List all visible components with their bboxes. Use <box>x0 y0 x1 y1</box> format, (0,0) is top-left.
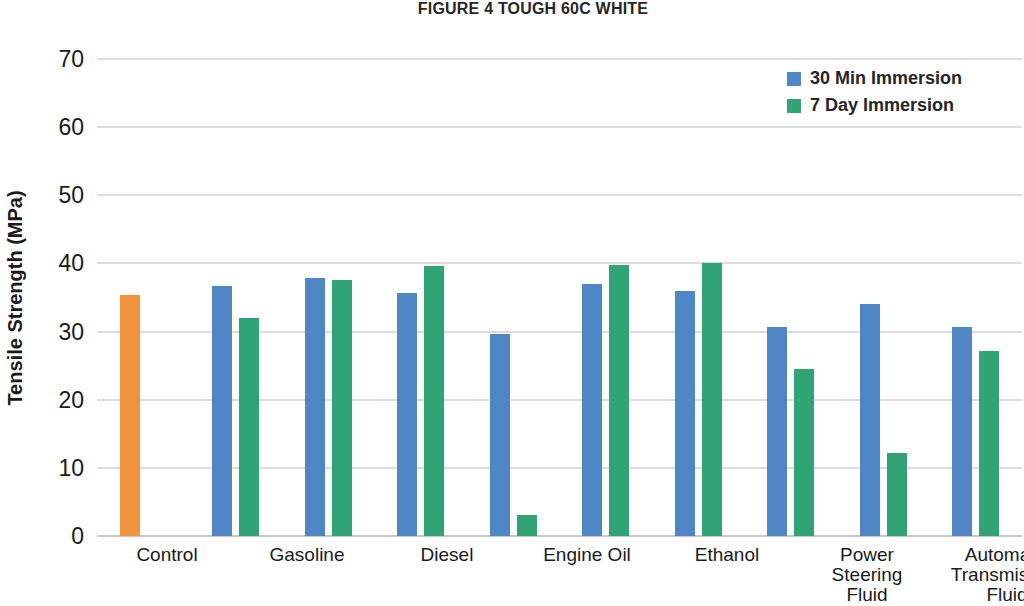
y-tick-label-40: 40 <box>58 250 84 277</box>
x-label-engine-oil: Engine Oil <box>517 545 657 565</box>
chart-title: FIGURE 4 TOUGH 60C WHITE <box>0 0 1024 18</box>
category-slot-diesel <box>282 59 375 536</box>
x-label-slot-gasoline: Gasoline <box>237 545 377 605</box>
chart-page: FIGURE 4 TOUGH 60C WHITE Tensile Strengt… <box>0 0 1024 606</box>
x-axis-category-labels: ControlGasolineDieselEngine OilEthanolPo… <box>97 545 1022 605</box>
x-label-line: Gasoline <box>237 545 377 565</box>
x-label-gasoline: Gasoline <box>237 545 377 565</box>
y-tick-label-30: 30 <box>58 318 84 345</box>
bar-pair-control <box>120 59 167 536</box>
bar-ethanol-7-day-immersion <box>517 515 537 536</box>
x-label-diesel: Diesel <box>377 545 517 565</box>
x-label-line: Transmission <box>937 565 1024 585</box>
category-slot-control <box>97 59 190 536</box>
x-label-line: Fluid <box>797 585 937 605</box>
bar-power-steering-fluid-7-day-immersion <box>609 265 629 536</box>
x-label-slot-diesel: Diesel <box>377 545 517 605</box>
category-slot-brake-fluid <box>837 59 930 536</box>
bar-pair-gasoline <box>212 59 259 536</box>
bar-brake-fluid-30-min-immersion <box>860 304 880 536</box>
bar-pair-power-steering-fluid <box>582 59 629 536</box>
category-slot-diesel-exhaust-fluid <box>930 59 1023 536</box>
bar-pair-engine-coolant <box>767 59 814 536</box>
bar-gasoline-30-min-immersion <box>212 286 232 536</box>
x-label-slot-automatic-transmission-fluid: AutomaticTransmissionFluid <box>937 545 1024 605</box>
y-tick-label-0: 0 <box>71 523 84 550</box>
y-tick-label-10: 10 <box>58 454 84 481</box>
bar-diesel-30-min-immersion <box>305 278 325 536</box>
legend-label-30-min-immersion: 30 Min Immersion <box>810 68 962 89</box>
x-label-automatic-transmission-fluid: AutomaticTransmissionFluid <box>937 545 1024 605</box>
x-label-power-steering-fluid: PowerSteeringFluid <box>797 545 937 605</box>
bar-brake-fluid-7-day-immersion <box>887 453 907 536</box>
x-label-line: Fluid <box>937 585 1024 605</box>
x-label-line: Ethanol <box>657 545 797 565</box>
bar-power-steering-fluid-30-min-immersion <box>582 284 602 536</box>
y-tick-label-20: 20 <box>58 386 84 413</box>
legend-swatch-7-day-immersion <box>787 99 801 113</box>
category-slot-engine-coolant <box>745 59 838 536</box>
x-label-slot-engine-oil: Engine Oil <box>517 545 657 605</box>
bar-pair-diesel <box>305 59 352 536</box>
x-label-line: Steering <box>797 565 937 585</box>
legend-item-7-day-immersion: 7 Day Immersion <box>787 95 962 116</box>
category-slot-engine-oil <box>375 59 468 536</box>
x-label-slot-control: Control <box>97 545 237 605</box>
bar-control <box>120 295 140 536</box>
legend: 30 Min Immersion 7 Day Immersion <box>787 68 962 116</box>
bar-engine-oil-7-day-immersion <box>424 266 444 536</box>
bar-engine-oil-30-min-immersion <box>397 293 417 536</box>
y-axis-title: Tensile Strength (MPa) <box>4 190 27 405</box>
x-label-line: Diesel <box>377 545 517 565</box>
bar-pair-ethanol <box>490 59 537 536</box>
bar-engine-coolant-7-day-immersion <box>794 369 814 536</box>
bar-pair-automatic-transmission-fluid <box>675 59 722 536</box>
category-slot-power-steering-fluid <box>560 59 653 536</box>
bar-automatic-transmission-fluid-30-min-immersion <box>675 291 695 536</box>
bar-ethanol-30-min-immersion <box>490 334 510 536</box>
category-slot-automatic-transmission-fluid <box>652 59 745 536</box>
x-label-line: Automatic <box>937 545 1024 565</box>
plot-area: 010203040506070 <box>97 59 1022 536</box>
category-slot-ethanol <box>467 59 560 536</box>
y-tick-label-60: 60 <box>58 114 84 141</box>
category-slot-gasoline <box>190 59 283 536</box>
legend-item-30-min-immersion: 30 Min Immersion <box>787 68 962 89</box>
bar-pair-brake-fluid <box>860 59 907 536</box>
x-label-control: Control <box>97 545 237 565</box>
bar-engine-coolant-30-min-immersion <box>767 327 787 536</box>
bar-pair-diesel-exhaust-fluid <box>952 59 999 536</box>
bar-diesel-exhaust-fluid-7-day-immersion <box>979 351 999 536</box>
bar-diesel-exhaust-fluid-30-min-immersion <box>952 327 972 536</box>
bar-diesel-7-day-immersion <box>332 280 352 536</box>
x-label-line: Engine Oil <box>517 545 657 565</box>
legend-swatch-30-min-immersion <box>787 72 801 86</box>
x-label-slot-ethanol: Ethanol <box>657 545 797 605</box>
x-label-line: Control <box>97 545 237 565</box>
bars-row <box>97 59 1022 536</box>
bar-pair-engine-oil <box>397 59 444 536</box>
y-tick-label-50: 50 <box>58 182 84 209</box>
x-label-ethanol: Ethanol <box>657 545 797 565</box>
legend-label-7-day-immersion: 7 Day Immersion <box>810 95 954 116</box>
bar-gasoline-7-day-immersion <box>239 318 259 536</box>
y-tick-label-70: 70 <box>58 46 84 73</box>
x-label-line: Power <box>797 545 937 565</box>
bar-automatic-transmission-fluid-7-day-immersion <box>702 263 722 536</box>
x-label-slot-power-steering-fluid: PowerSteeringFluid <box>797 545 937 605</box>
